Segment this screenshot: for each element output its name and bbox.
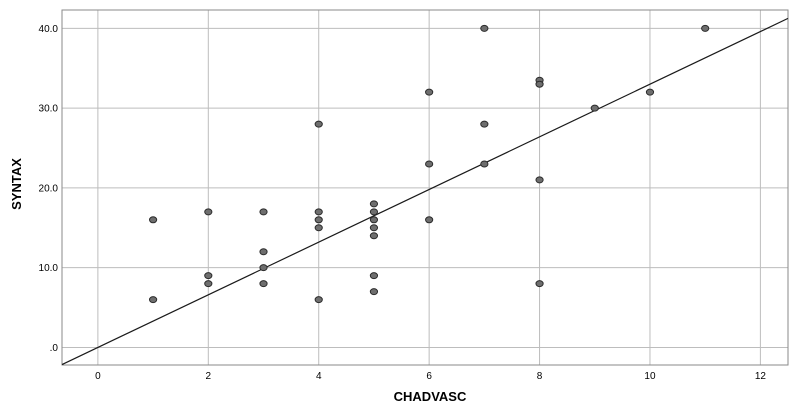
data-point — [314, 296, 323, 304]
data-point — [369, 272, 379, 280]
data-point — [259, 248, 268, 256]
data-point — [259, 208, 268, 216]
y-tick-labels: .0 10.0 20.0 30.0 40.0 — [39, 24, 59, 354]
data-point — [369, 208, 379, 216]
data-point — [701, 24, 710, 32]
data-point — [259, 280, 268, 288]
y-tick-label: 20.0 — [39, 183, 59, 194]
data-point — [590, 104, 599, 112]
y-tick-label: .0 — [50, 343, 59, 354]
y-axis-title: SYNTAX — [9, 158, 24, 210]
x-tick-label: 10 — [644, 371, 656, 382]
data-point — [148, 216, 158, 224]
data-point — [480, 120, 489, 128]
data-point — [148, 296, 158, 304]
data-point — [369, 232, 379, 240]
y-tick-label: 30.0 — [39, 104, 59, 115]
data-point — [204, 208, 213, 216]
data-point — [369, 288, 379, 296]
data-point — [425, 88, 434, 96]
x-tick-label: 12 — [755, 371, 767, 382]
data-point — [314, 208, 323, 216]
data-point — [369, 224, 379, 232]
data-point — [535, 280, 544, 288]
x-tick-label: 4 — [316, 371, 322, 382]
data-point — [480, 160, 489, 168]
data-point — [314, 216, 323, 224]
data-point — [369, 200, 379, 208]
x-tick-label: 0 — [95, 371, 101, 382]
grid-lines — [62, 10, 788, 365]
data-point — [259, 264, 268, 272]
x-tick-label: 6 — [426, 371, 432, 382]
data-point — [314, 224, 323, 232]
data-point — [204, 280, 213, 288]
data-point — [425, 216, 434, 224]
data-point — [425, 160, 434, 168]
x-axis-title: CHADVASC — [394, 389, 467, 404]
data-point — [369, 216, 379, 224]
x-tick-label: 2 — [206, 371, 212, 382]
data-points — [148, 24, 710, 304]
x-tick-label: 8 — [537, 371, 543, 382]
data-point — [535, 176, 544, 184]
data-point — [480, 24, 489, 32]
data-point — [645, 88, 655, 96]
data-point — [204, 272, 213, 280]
x-tick-labels: 0 2 4 6 8 10 12 — [95, 371, 766, 382]
data-point — [314, 120, 323, 128]
data-point — [535, 80, 544, 88]
y-tick-label: 10.0 — [39, 263, 59, 274]
plot-frame — [61, 9, 789, 366]
fit-line — [61, 17, 789, 366]
y-tick-label: 40.0 — [39, 24, 59, 35]
